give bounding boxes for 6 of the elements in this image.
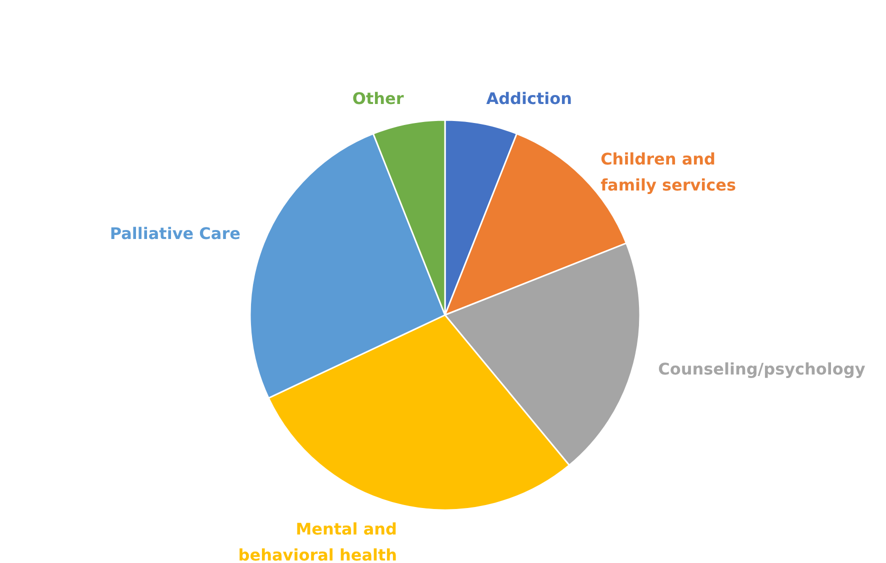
- slice-label: Mental and behavioral health: [238, 520, 398, 563]
- slice-label: Addiction: [486, 88, 572, 108]
- slice-label: Palliative Care: [110, 224, 241, 244]
- slice-label: Counseling/psychology: [658, 360, 866, 379]
- slice-label: Other: [352, 88, 404, 108]
- slice-label: Children and family services: [600, 149, 736, 194]
